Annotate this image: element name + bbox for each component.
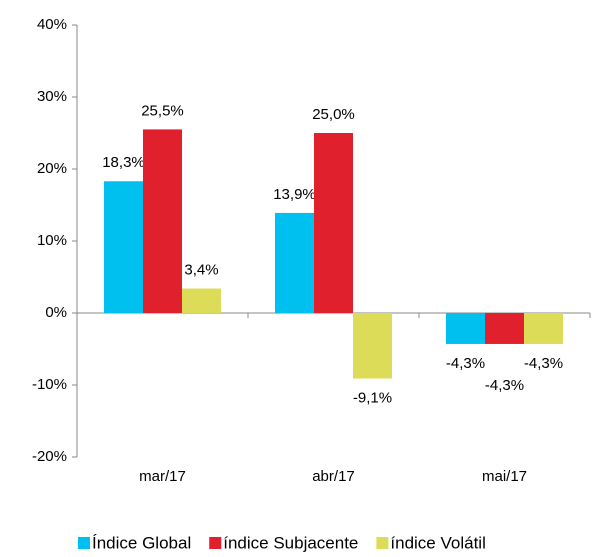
legend-swatch bbox=[209, 537, 222, 549]
bar bbox=[524, 313, 563, 344]
bar bbox=[104, 181, 143, 313]
y-tick-label: 20% bbox=[37, 160, 67, 177]
legend-label: índice Subjacente bbox=[223, 533, 358, 552]
value-label: 25,0% bbox=[312, 106, 355, 123]
y-tick-label: 10% bbox=[37, 232, 67, 249]
legend-label: índice Volátil bbox=[390, 533, 485, 552]
bar bbox=[143, 129, 182, 313]
legend-swatch bbox=[78, 537, 90, 549]
legend-label: Índice Global bbox=[92, 533, 191, 552]
value-label: -9,1% bbox=[353, 389, 392, 406]
y-tick-label: -10% bbox=[32, 376, 67, 393]
bar bbox=[485, 313, 524, 344]
value-label: 18,3% bbox=[102, 154, 145, 171]
bar bbox=[446, 313, 485, 344]
bar bbox=[182, 288, 221, 313]
y-tick-label: 40% bbox=[37, 16, 67, 33]
bar bbox=[314, 133, 353, 313]
y-tick-label: 0% bbox=[45, 304, 67, 321]
value-label: 13,9% bbox=[273, 186, 316, 203]
y-tick-label: 30% bbox=[37, 88, 67, 105]
value-label: -4,3% bbox=[446, 355, 485, 372]
bar bbox=[275, 212, 314, 313]
value-label: -4,3% bbox=[524, 355, 563, 372]
x-tick-label: mai/17 bbox=[482, 468, 527, 485]
x-tick-label: abr/17 bbox=[312, 468, 355, 485]
x-tick-label: mar/17 bbox=[139, 468, 186, 485]
legend-swatch bbox=[376, 537, 389, 549]
value-label: 3,4% bbox=[184, 261, 218, 278]
y-tick-label: -20% bbox=[32, 448, 67, 465]
value-label: 25,5% bbox=[141, 102, 184, 119]
value-label: -4,3% bbox=[485, 377, 524, 394]
bar bbox=[353, 313, 392, 379]
